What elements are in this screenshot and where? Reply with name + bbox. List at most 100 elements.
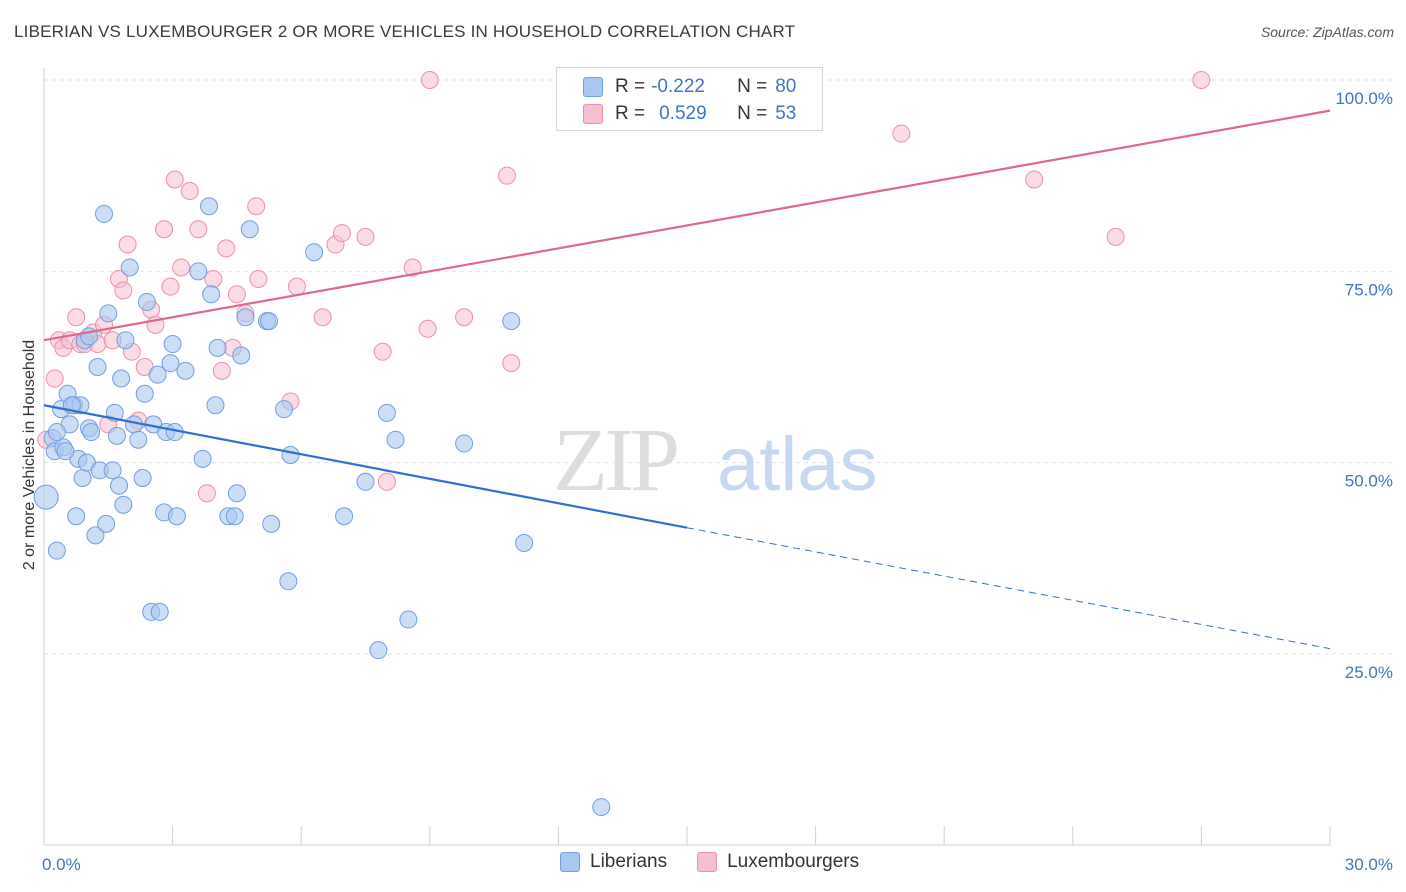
liberians-point xyxy=(120,258,139,277)
liberians-swatch xyxy=(583,77,603,97)
watermark-atlas: atlas xyxy=(717,422,878,507)
liberians-point xyxy=(133,468,152,487)
liberians-point xyxy=(103,461,122,480)
liberians-point xyxy=(110,476,129,495)
luxembourgers-point xyxy=(217,239,236,258)
r-label: R = xyxy=(615,103,646,124)
luxembourgers-point xyxy=(247,197,266,216)
liberians-point xyxy=(515,534,534,553)
y-tick-label: 50.0% xyxy=(1345,472,1393,491)
tick-labels: 25.0% 50.0% 75.0% 100.0% 0.0% 30.0% xyxy=(42,89,1393,874)
legend-label-liberians: Liberians xyxy=(590,851,668,872)
liberians-point xyxy=(107,426,126,445)
luxembourgers-point xyxy=(287,277,306,296)
luxembourgers-point xyxy=(892,124,911,143)
liberians-point xyxy=(399,610,418,629)
liberians-point xyxy=(88,358,107,376)
liberians-point xyxy=(275,400,294,419)
liberians-point xyxy=(232,346,251,365)
n-label: N = xyxy=(737,76,768,97)
luxembourgers-point xyxy=(356,227,375,246)
luxembourgers-point xyxy=(1192,71,1211,89)
r-value: 0.529 xyxy=(659,103,707,124)
r-label: R = xyxy=(615,76,646,97)
liberians-point xyxy=(163,335,182,354)
luxembourgers-point xyxy=(249,269,268,288)
liberians-point xyxy=(206,396,225,415)
liberians-points xyxy=(33,197,611,817)
luxembourgers-point xyxy=(204,269,223,288)
liberians-trend-line xyxy=(43,404,688,529)
liberians-point xyxy=(47,541,66,560)
liberians-point xyxy=(305,243,324,262)
luxembourgers-point xyxy=(155,220,174,239)
liberians-point xyxy=(260,312,279,331)
liberians-point xyxy=(227,484,246,503)
liberians-point xyxy=(455,434,474,453)
liberians-point xyxy=(262,514,281,533)
luxembourgers-point xyxy=(332,224,351,243)
liberians-point xyxy=(86,526,105,545)
luxembourgers-trend-line xyxy=(43,109,1331,342)
y-axis-label: 2 or more Vehicles in Household xyxy=(21,340,38,570)
liberians-point xyxy=(240,220,259,239)
luxembourgers-point xyxy=(1025,170,1044,189)
luxembourgers-point xyxy=(377,472,396,491)
liberians-point xyxy=(114,495,133,514)
legend-row-liberians: R = -0.222 N = 80 xyxy=(583,74,796,100)
liberians-point xyxy=(189,262,208,281)
chart-title: LIBERIAN VS LUXEMBOURGER 2 OR MORE VEHIC… xyxy=(14,22,796,41)
luxembourgers-point xyxy=(114,281,133,300)
y-tick-label: 75.0% xyxy=(1345,280,1393,299)
liberians-point xyxy=(33,484,59,510)
legend-item-luxembourgers: Luxembourgers xyxy=(697,851,859,873)
luxembourgers-point xyxy=(161,277,180,296)
trend-lines xyxy=(43,109,1331,650)
luxembourgers-point xyxy=(67,308,86,327)
liberians-trend-extension xyxy=(686,527,1331,650)
stats-legend: R = -0.222 N = 80 R = 0.529 N = 53 xyxy=(556,67,823,131)
luxembourgers-point xyxy=(189,220,208,239)
liberians-point xyxy=(208,338,227,357)
liberians-point xyxy=(135,384,154,403)
liberians-point xyxy=(67,507,86,526)
liberians-point xyxy=(148,365,167,384)
r-value: -0.222 xyxy=(651,76,705,97)
liberians-point xyxy=(137,292,156,311)
n-value: 53 xyxy=(775,103,797,124)
liberians-point xyxy=(176,361,195,380)
axes xyxy=(43,68,1331,846)
liberians-point xyxy=(82,423,101,442)
luxembourgers-point xyxy=(455,308,474,327)
liberians-point xyxy=(377,403,396,422)
liberians-point xyxy=(47,423,66,442)
liberians-point xyxy=(129,430,148,449)
legend-item-liberians: Liberians xyxy=(560,851,667,873)
liberians-point xyxy=(73,468,92,487)
luxembourgers-point xyxy=(172,258,191,277)
liberians-point xyxy=(95,204,114,223)
x-tick-label: 30.0% xyxy=(1345,855,1393,874)
liberians-point xyxy=(225,507,244,526)
liberians-point xyxy=(369,641,388,660)
luxembourgers-point xyxy=(373,342,392,361)
liberians-point xyxy=(56,442,75,461)
y-tick-label: 100.0% xyxy=(1335,89,1393,108)
liberians-point xyxy=(386,430,405,449)
series-legend: Liberians Luxembourgers xyxy=(560,851,889,873)
legend-row-luxembourgers: R = 0.529 N = 53 xyxy=(583,101,796,127)
liberians-point xyxy=(193,449,212,468)
liberians-swatch xyxy=(560,852,580,872)
luxembourgers-point xyxy=(313,308,332,327)
luxembourgers-point xyxy=(1106,227,1125,246)
luxembourgers-swatch xyxy=(583,104,603,124)
x-tick-label: 0.0% xyxy=(42,855,81,874)
luxembourgers-point xyxy=(420,71,439,89)
luxembourgers-point xyxy=(45,369,64,388)
liberians-point xyxy=(99,304,118,323)
liberians-point xyxy=(502,312,521,331)
luxembourgers-point xyxy=(502,354,521,373)
luxembourgers-point xyxy=(418,319,437,338)
grid-lines xyxy=(44,79,1392,655)
